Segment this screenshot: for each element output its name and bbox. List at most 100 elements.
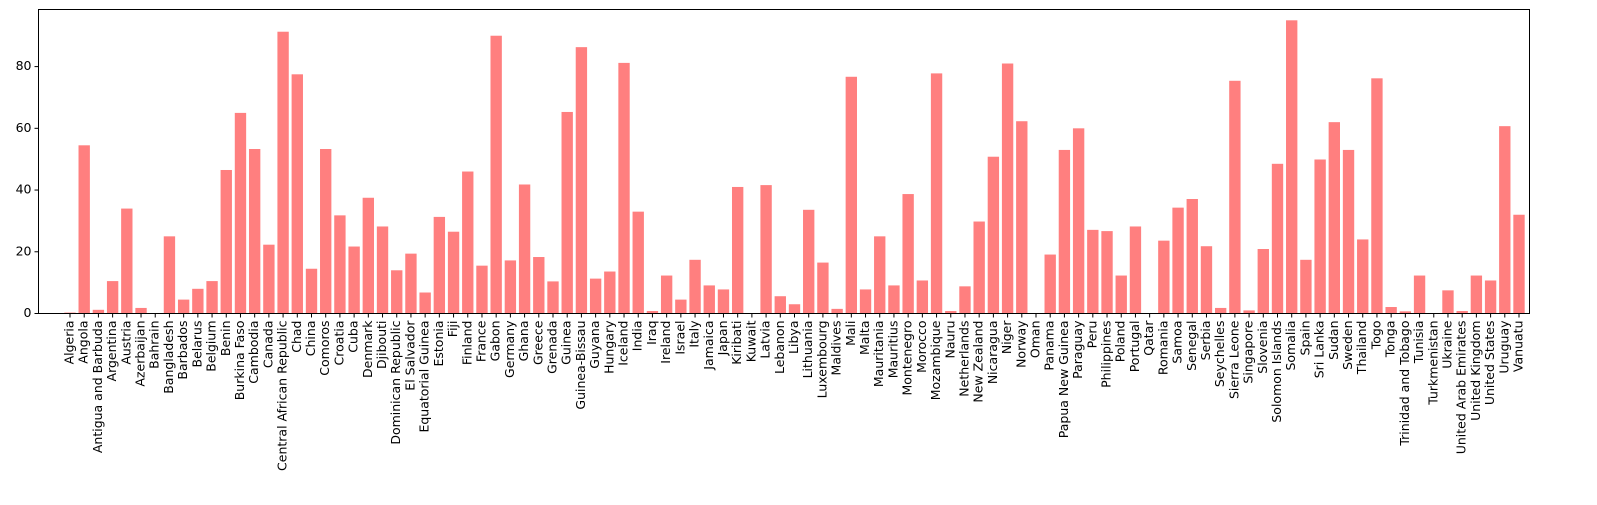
bar-portugal [1129,226,1142,314]
x-tick-label: Latvia [758,321,773,359]
bar-lebanon [774,296,786,314]
x-tick-label: El Salvador [402,320,417,391]
bar-singapore [1243,310,1255,314]
y-axis: 0 20 40 60 80 [16,58,39,320]
bar-italy [689,259,701,314]
x-tick-label: Papua New Guinea [1056,321,1071,439]
bar-tunisia [1413,275,1426,314]
bar-croatia [334,215,346,314]
bar-solomon-islands [1271,163,1284,314]
x-tick-label: Oman [1028,321,1043,359]
bar-thailand [1357,239,1369,314]
x-tick-label: Solomon Islands [1269,321,1284,423]
bar-finland [462,171,474,314]
bar-luxembourg [817,262,829,314]
bar-gabon [490,35,502,314]
x-tick-label: France [473,320,488,362]
x-tick-label: Israel [672,321,687,355]
x-tick-label: Ireland [658,321,673,364]
x-tick-label: Azerbaijan [133,321,148,387]
x-tick-label: Qatar [1141,320,1156,356]
x-tick-label: Somalia [1283,321,1298,371]
bar-paraguay [1072,128,1085,314]
bar-estonia [433,216,446,314]
bar-lithuania [803,209,815,314]
x-tick-label: Austria [118,321,133,365]
bar-somalia [1286,20,1298,314]
x-tick-label: Malta [857,321,872,355]
bar-denmark [362,197,374,314]
bar-maldives [831,308,843,314]
bar-burkina-faso [234,112,247,314]
x-tick-label: Greece [530,320,545,365]
x-tick-label: Togo [1368,321,1383,351]
x-tick-label: Angola [76,321,91,364]
bar-libya [788,304,801,314]
x-tick-label: Kiribati [729,321,744,365]
bar-greece [533,257,545,314]
x-tick-label: Serbia [1198,321,1213,361]
bar-montenegro [902,194,914,314]
x-tick-label: Iraq [644,321,659,345]
x-tick-label: Maldives [829,321,844,376]
bar-el-salvador [405,253,417,314]
x-tick-label: Bahrain [147,321,162,369]
x-tick-label: Spain [1297,321,1312,356]
x-tick-label: Poland [1113,321,1128,363]
x-tick-label: Algeria [62,321,77,365]
x-tick-label: Netherlands [956,321,971,397]
x-tick-label: Dominican Republic [388,320,403,444]
bar-norway [1016,121,1028,314]
x-tick-label: Guyana [587,321,602,369]
x-tick-label: Sri Lanka [1312,321,1327,379]
x-tick-label: Niger [999,320,1014,354]
bar-slovenia [1257,249,1269,314]
bar-nauru [945,311,957,314]
x-tick-label: Trinidad and Tobago [1397,321,1412,447]
x-tick-label: Portugal [1127,321,1142,373]
x-tick-label: Italy [687,320,702,348]
x-tick-label: Turkmenistan [1425,321,1440,406]
x-tick-label: Tunisia [1411,321,1426,365]
x-tick-label: Tonga [1383,321,1398,359]
x-tick-label: United Arab Emirates [1454,321,1469,455]
bar-morocco [916,280,929,314]
x-tick-label: Sweden [1340,321,1355,370]
x-tick-label: Croatia [331,321,346,366]
x-tick-label: Jamaica [701,321,716,371]
x-tick-label: United Kingdom [1468,321,1483,421]
bar-togo [1371,78,1383,314]
bar-cambodia [248,149,261,314]
bar-poland [1115,275,1127,314]
x-tick-label: Libya [786,321,801,354]
x-tick-label: Peru [1084,321,1099,349]
bar-papua-new-guinea [1058,149,1071,314]
x-tick-label: Cambodia [246,321,261,384]
bar-united-states [1484,280,1497,314]
x-tick-label: Seychelles [1212,321,1227,388]
x-tick-label: Gabon [488,321,503,362]
x-tick-label: Samoa [1170,321,1185,364]
x-tick-label: United States [1482,321,1497,406]
bar-ireland [660,275,673,314]
bar-latvia [760,185,772,314]
x-tick-label: Germany [502,320,517,378]
bar-ghana [518,184,531,314]
x-tick-label: Ghana [516,321,531,362]
x-tick-label: India [630,321,645,352]
x-tick-label: Iceland [616,321,631,366]
bar-iraq [646,311,659,314]
x-tick-label: Mozambique [928,320,943,400]
x-tick-label: Chad [289,321,304,353]
x-tick-label: Panama [1042,321,1057,371]
x-tick-label: Lithuania [800,321,815,379]
bar-sri-lanka [1314,159,1326,314]
x-tick-label: Cuba [346,321,361,353]
x-tick-label: Estonia [431,321,446,367]
x-tick-label: Equatorial Guinea [417,321,432,433]
bar-serbia [1200,246,1213,314]
x-tick-label: Fiji [445,321,460,338]
bar-sierra-leone [1229,80,1241,314]
bar-guinea [561,111,573,314]
bar-angola [78,145,90,314]
